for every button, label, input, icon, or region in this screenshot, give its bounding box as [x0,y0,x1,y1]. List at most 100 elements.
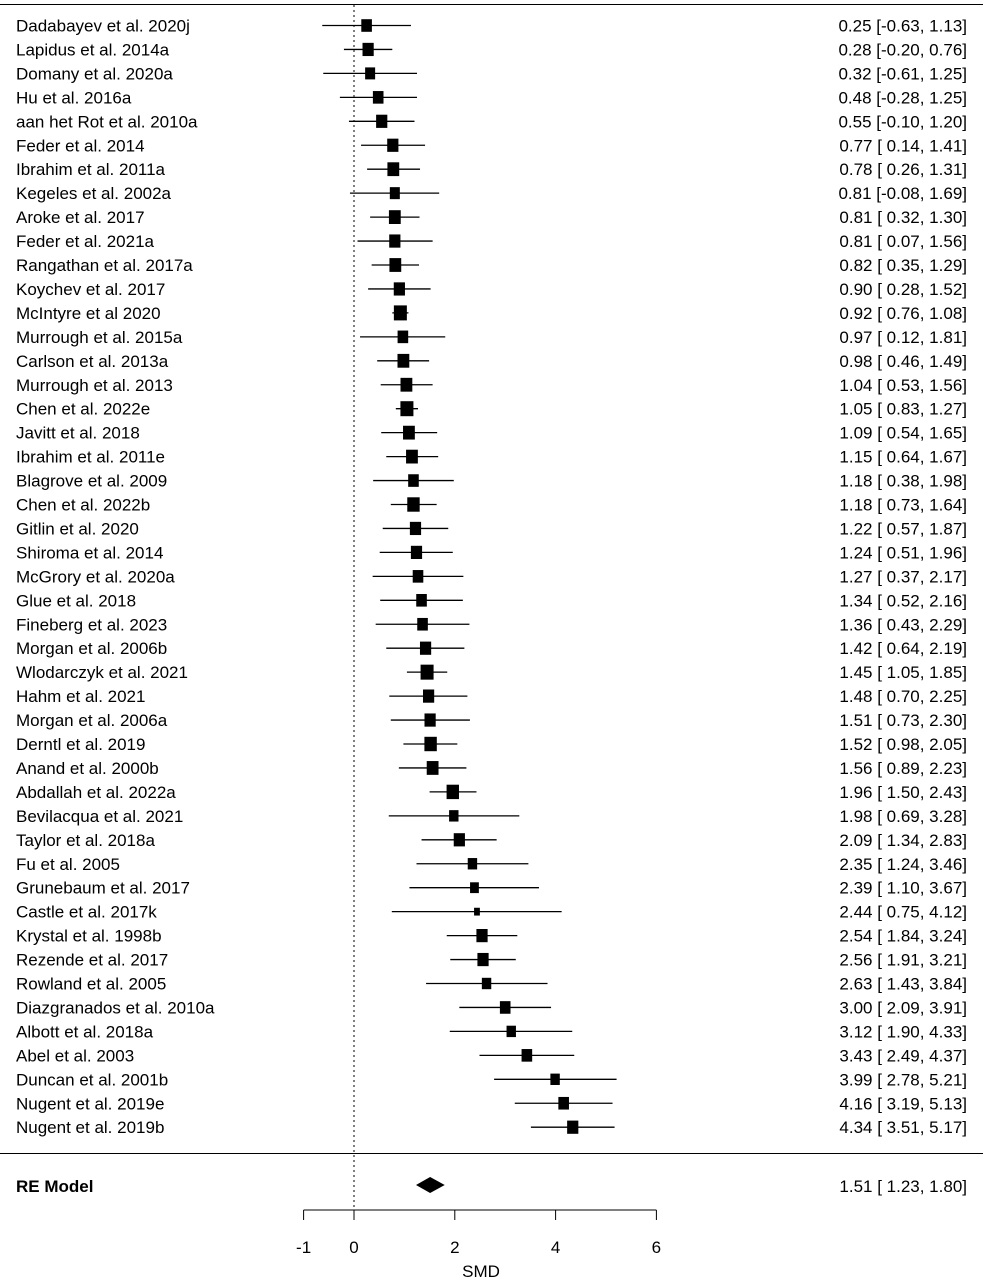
ci-text: 0.92 [ 0.76, 1.08] [839,304,967,323]
point-estimate [389,187,400,200]
ci-text: 2.54 [ 1.84, 3.24] [839,927,967,946]
study-label: aan het Rot et al. 2010a [16,112,198,131]
study-row: Domany et al. 2020a 0.32 [-0.61, 1.25] [16,64,967,83]
point-estimate [424,713,436,727]
point-estimate [567,1120,579,1134]
study-label: Ibrahim et al. 2011e [16,448,165,467]
ci-text: 1.18 [ 0.73, 1.64] [839,496,967,515]
point-estimate [376,114,388,128]
study-label: Dadabayev et al. 2020j [16,17,190,36]
ci-text: 2.44 [ 0.75, 4.12] [839,903,967,922]
point-estimate [393,305,407,321]
point-estimate [420,664,434,680]
study-row: Hu et al. 2016a 0.48 [-0.28, 1.25] [16,88,967,107]
study-label: Castle et al. 2017k [16,903,157,922]
ci-text: 1.45 [ 1.05, 1.85] [839,663,967,682]
study-row: Rezende et al. 2017 2.56 [ 1.91, 3.21] [16,951,967,970]
ci-text: 3.43 [ 2.49, 4.37] [839,1046,967,1065]
point-estimate [424,736,437,752]
ci-text: 0.97 [ 0.12, 1.81] [839,328,967,347]
point-estimate [409,521,422,536]
point-estimate [419,641,432,655]
study-label: Lapidus et al. 2014a [16,40,170,59]
study-label: Glue et al. 2018 [16,591,136,610]
study-label: Domany et al. 2020a [16,64,173,83]
study-label: Feder et al. 2014 [16,136,145,155]
study-label: Nugent et al. 2019e [16,1094,164,1113]
tick-label: 6 [652,1238,661,1257]
study-label: Gitlin et al. 2020 [16,519,139,538]
study-row: Fineberg et al. 2023 1.36 [ 0.43, 2.29] [16,615,967,634]
study-row: Koychev et al. 2017 0.90 [ 0.28, 1.52] [16,280,967,299]
study-label: Aroke et al. 2017 [16,208,145,227]
point-estimate [400,377,413,392]
tick-label: 0 [349,1238,358,1257]
point-estimate [467,858,478,870]
point-estimate [521,1049,533,1062]
ci-text: 0.78 [ 0.26, 1.31] [839,160,967,179]
point-estimate [362,42,374,57]
study-row: Lapidus et al. 2014a 0.28 [-0.20, 0.76] [16,40,967,59]
study-row: Murrough et al. 2013 1.04 [ 0.53, 1.56] [16,376,967,395]
study-label: Krystal et al. 1998b [16,927,162,946]
study-label: Hahm et al. 2021 [16,687,145,706]
ci-text: 3.00 [ 2.09, 3.91] [839,998,967,1017]
point-estimate [388,210,401,224]
study-row: Wlodarczyk et al. 2021 1.45 [ 1.05, 1.85] [16,663,967,682]
ci-text: 0.90 [ 0.28, 1.52] [839,280,967,299]
ci-text: 1.18 [ 0.38, 1.98] [839,472,967,491]
study-label: Wlodarczyk et al. 2021 [16,663,188,682]
study-row: Diazgranados et al. 2010a 3.00 [ 2.09, 3.… [16,998,967,1017]
point-estimate [387,138,399,152]
study-label: Murrough et al. 2013 [16,376,173,395]
ci-text: 1.22 [ 0.57, 1.87] [839,519,967,538]
study-row: Bevilacqua et al. 2021 1.98 [ 0.69, 3.28] [16,807,967,826]
study-label: Bevilacqua et al. 2021 [16,807,183,826]
point-estimate [550,1073,560,1085]
point-estimate [477,952,489,967]
ci-text: 2.39 [ 1.10, 3.67] [839,879,967,898]
point-estimate [365,67,376,80]
study-row: Feder et al. 2014 0.77 [ 0.14, 1.41] [16,136,967,155]
ci-text: 1.56 [ 0.89, 2.23] [839,759,967,778]
study-row: Abel et al. 2003 3.43 [ 2.49, 4.37] [16,1046,967,1065]
ci-text: 2.35 [ 1.24, 3.46] [839,855,967,874]
ci-text: 0.81 [-0.08, 1.69] [838,184,967,203]
study-label: Shiroma et al. 2014 [16,543,163,562]
study-label: Nugent et al. 2019b [16,1118,164,1137]
study-row: Aroke et al. 2017 0.81 [ 0.32, 1.30] [16,208,967,227]
study-row: Hahm et al. 2021 1.48 [ 0.70, 2.25] [16,687,967,706]
study-row: Morgan et al. 2006a 1.51 [ 0.73, 2.30] [16,711,967,730]
ci-text: 2.09 [ 1.34, 2.83] [839,831,967,850]
ci-text: 0.32 [-0.61, 1.25] [838,64,967,83]
study-label: Javitt et al. 2018 [16,424,140,443]
ci-text: 0.81 [ 0.07, 1.56] [839,232,967,251]
study-label: Feder et al. 2021a [16,232,155,251]
study-row: Blagrove et al. 2009 1.18 [ 0.38, 1.98] [16,472,967,491]
study-row: Nugent et al. 2019b 4.34 [ 3.51, 5.17] [16,1118,967,1137]
study-label: Derntl et al. 2019 [16,735,145,754]
study-row: McIntyre et al 2020 0.92 [ 0.76, 1.08] [16,304,967,323]
study-row: Ibrahim et al. 2011e 1.15 [ 0.64, 1.67] [16,448,967,467]
ci-text: 0.25 [-0.63, 1.13] [838,17,967,36]
study-label: Grunebaum et al. 2017 [16,879,190,898]
study-label: Carlson et al. 2013a [16,352,169,371]
study-row: Glue et al. 2018 1.34 [ 0.52, 2.16] [16,591,967,610]
ci-text: 0.81 [ 0.32, 1.30] [839,208,967,227]
summary-row: RE Model 1.51 [ 1.23, 1.80] [16,1177,967,1196]
ci-text: 1.42 [ 0.64, 2.19] [839,639,967,658]
point-estimate [470,882,479,894]
study-row: Murrough et al. 2015a 0.97 [ 0.12, 1.81] [16,328,967,347]
study-label: Taylor et al. 2018a [16,831,155,850]
study-label: Blagrove et al. 2009 [16,472,167,491]
study-rows: Dadabayev et al. 2020j 0.25 [-0.63, 1.13]… [16,17,967,1138]
study-row: Kegeles et al. 2002a 0.81 [-0.08, 1.69] [16,184,967,203]
point-estimate [506,1025,516,1038]
study-row: Rowland et al. 2005 2.63 [ 1.43, 3.84] [16,975,967,994]
study-row: Shiroma et al. 2014 1.24 [ 0.51, 1.96] [16,543,967,562]
study-row: Grunebaum et al. 2017 2.39 [ 1.10, 3.67] [16,879,967,898]
point-estimate [407,497,420,512]
study-row: McGrory et al. 2020a 1.27 [ 0.37, 2.17] [16,567,967,586]
point-estimate [372,91,384,104]
